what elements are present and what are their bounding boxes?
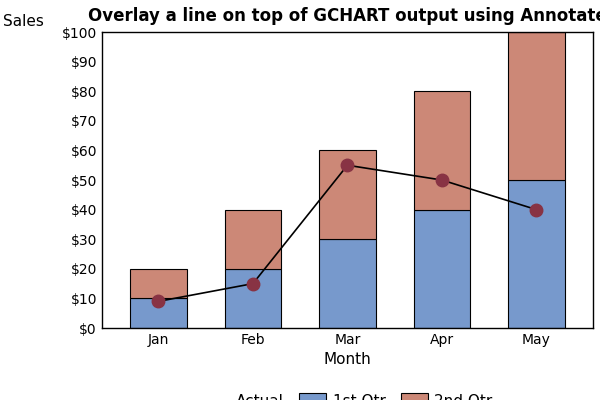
X-axis label: Month: Month [323, 352, 371, 368]
Legend: Actual, 1st Qtr, 2nd Qtr: Actual, 1st Qtr, 2nd Qtr [196, 387, 499, 400]
Bar [319, 239, 376, 328]
Y-axis label: Sales: Sales [3, 14, 44, 29]
Bar [224, 210, 281, 269]
Bar [413, 91, 470, 210]
Bar [413, 210, 470, 328]
Bar [224, 269, 281, 328]
Bar [508, 32, 565, 180]
Bar [130, 269, 187, 298]
Title: Overlay a line on top of GCHART output using Annotate: Overlay a line on top of GCHART output u… [88, 7, 600, 25]
Bar [508, 180, 565, 328]
Bar [130, 298, 187, 328]
Bar [319, 150, 376, 239]
